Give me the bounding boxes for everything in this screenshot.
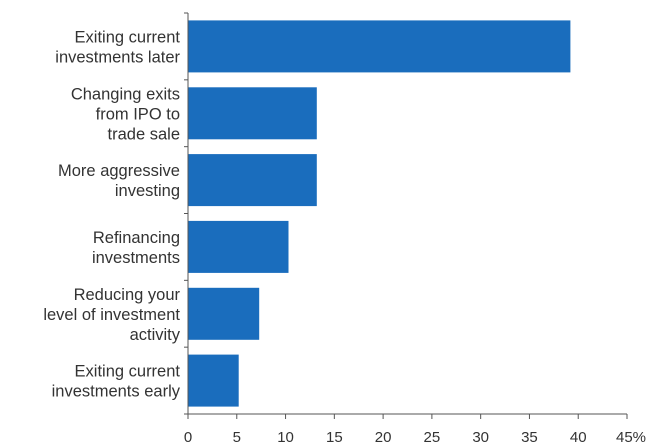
category-label-line: Changing exits — [71, 85, 180, 103]
category-label-line: More aggressive — [58, 162, 180, 180]
bar-3 — [188, 220, 289, 273]
bars-group — [188, 20, 571, 407]
category-label-line: investments — [92, 249, 180, 267]
category-label-line: investments early — [52, 383, 181, 401]
category-label-4: Reducing your level of investment activity — [43, 286, 180, 344]
x-tick-label: 15 — [326, 429, 343, 446]
category-label-5: Exiting current investments early — [52, 363, 181, 401]
category-label-line: from IPO to — [96, 105, 180, 123]
x-tick-label: 10 — [277, 429, 294, 446]
x-tick-label: 20 — [375, 429, 392, 446]
category-label-line: level of investment — [43, 306, 180, 324]
bar-4 — [188, 287, 260, 340]
x-tick-label: 40 — [570, 429, 587, 446]
x-tick-label: 25 — [424, 429, 441, 446]
category-label-line: Exiting current — [75, 28, 181, 46]
category-label-line: activity — [130, 326, 181, 344]
category-label-line: investing — [115, 182, 180, 200]
category-label-line: Exiting current — [75, 363, 181, 381]
x-tick-label: 45% — [616, 429, 646, 446]
category-label-line: Reducing your — [74, 286, 181, 304]
category-labels: Exiting current investments later Changing… — [43, 28, 180, 400]
category-label-2: More aggressive investing — [58, 162, 180, 200]
x-tick-label: 30 — [472, 429, 489, 446]
x-axis-ticks: 0 5 10 15 20 25 30 35 40 45% — [184, 414, 646, 446]
category-label-3: Refinancing investments — [92, 229, 180, 267]
category-label-1: Changing exits from IPO to trade sale — [71, 85, 180, 143]
x-tick-label: 5 — [233, 429, 241, 446]
x-tick-label: 35 — [521, 429, 538, 446]
y-axis-ticks — [184, 12, 188, 415]
category-label-line: investments later — [55, 48, 180, 66]
bar-1 — [188, 87, 317, 140]
category-label-0: Exiting current investments later — [55, 28, 180, 66]
x-tick-label: 0 — [184, 429, 192, 446]
bar-2 — [188, 154, 317, 207]
category-label-line: Refinancing — [93, 229, 180, 247]
category-label-line: trade sale — [108, 125, 180, 143]
bar-0 — [188, 20, 571, 73]
bar-5 — [188, 354, 239, 407]
